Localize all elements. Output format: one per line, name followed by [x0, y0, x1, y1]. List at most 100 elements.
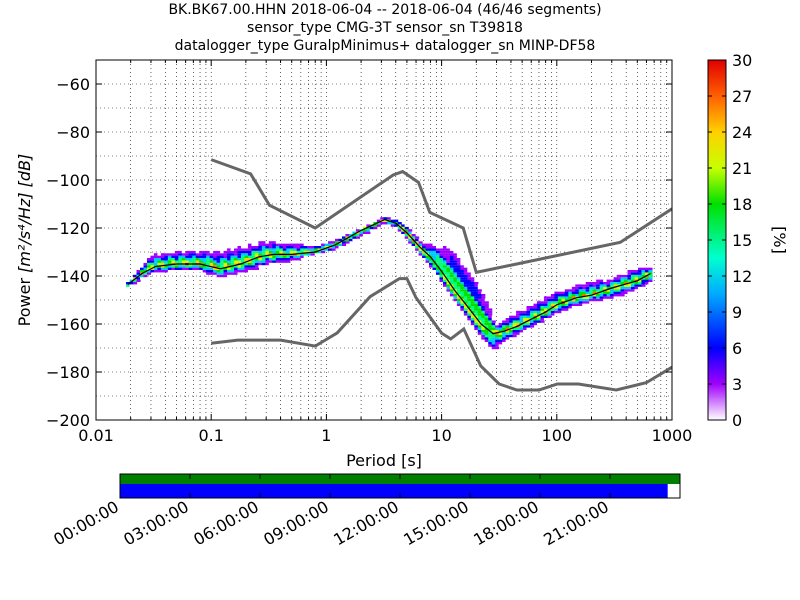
psd-cell — [453, 255, 458, 258]
psd-cell — [620, 289, 625, 292]
psd-cell — [456, 284, 461, 287]
new-high-noise-model-line — [210, 158, 672, 275]
psd-cell — [519, 315, 524, 318]
psd-cell — [240, 246, 246, 249]
psd-cell — [261, 260, 266, 263]
psd-cell — [150, 255, 155, 258]
psd-cell — [307, 243, 312, 246]
psd-cell — [453, 279, 458, 282]
psd-cell — [627, 284, 632, 287]
psd-cell — [456, 291, 461, 294]
psd-cell — [481, 301, 486, 304]
psd-cell — [268, 255, 273, 258]
psd-cell — [185, 255, 190, 258]
psd-cell — [526, 325, 531, 328]
psd-cell — [435, 272, 441, 275]
psd-cell — [523, 310, 528, 314]
psd-cell — [453, 272, 458, 275]
psd-cell — [286, 243, 291, 246]
psd-cell — [234, 248, 239, 251]
psd-cell — [530, 325, 535, 328]
psd-cell — [300, 250, 305, 254]
psd-cell — [435, 243, 441, 246]
x-ticks: 0.01 0.1 1 10 100 1000 — [78, 60, 692, 445]
psd-cell — [195, 265, 200, 268]
psd-cell — [470, 313, 475, 316]
psd-cell — [561, 310, 566, 314]
psd-cell — [624, 291, 629, 294]
psd-cell — [467, 282, 472, 285]
psd-cell — [442, 270, 448, 273]
psd-cell — [530, 313, 535, 316]
psd-cell — [199, 248, 204, 251]
psd-cell — [536, 318, 542, 321]
psd-cell — [220, 272, 225, 275]
psd-cell — [435, 255, 441, 258]
psd-cell — [554, 313, 559, 316]
psd-cell — [557, 294, 562, 297]
psd-cell — [317, 248, 322, 251]
psd-cell — [536, 315, 542, 318]
psd-cell — [234, 246, 239, 249]
psd-cell — [140, 274, 145, 278]
psd-cell — [484, 306, 489, 309]
psd-cell — [331, 241, 336, 244]
psd-cell — [460, 289, 465, 292]
psd-cell — [167, 270, 172, 273]
psd-cell — [411, 231, 416, 234]
psd-cell — [477, 325, 482, 328]
psd-cell — [164, 267, 169, 270]
psd-cell — [261, 248, 266, 251]
psd-cell — [126, 284, 131, 287]
psd-cell — [578, 294, 583, 297]
psd-cell — [474, 277, 479, 280]
psd-cell — [307, 253, 312, 256]
psd-cell — [261, 262, 266, 266]
psd-cell — [484, 342, 489, 345]
psd-cell — [268, 246, 273, 249]
psd-cell — [206, 272, 211, 275]
psd-cell — [442, 243, 448, 246]
psd-cell — [512, 332, 517, 335]
psd-cell — [171, 270, 176, 273]
chart-title-line-2: sensor_type CMG-3T sensor_sn T39818 — [247, 20, 523, 36]
psd-cell — [519, 325, 524, 328]
psd-cell — [335, 243, 340, 246]
psd-cell — [481, 322, 486, 326]
psd-cell — [603, 284, 608, 287]
psd-cell — [460, 294, 465, 297]
psd-cell — [442, 265, 448, 268]
psd-cell — [592, 284, 597, 287]
psd-cell — [199, 255, 204, 258]
psd-cell — [237, 270, 242, 273]
colorbar-tick-label: 24 — [732, 123, 752, 142]
psd-cell — [404, 236, 409, 239]
psd-cell — [641, 267, 646, 270]
timeline-tick-label: 00:00:00 — [50, 497, 122, 549]
psd-cell — [547, 315, 552, 318]
psd-cell — [223, 265, 228, 268]
psd-cell — [216, 260, 221, 263]
psd-cell — [578, 296, 583, 299]
psd-cell — [512, 315, 517, 318]
psd-cell — [415, 238, 420, 242]
psd-cell — [526, 318, 531, 321]
psd-cell — [442, 255, 448, 258]
psd-cell — [498, 320, 503, 323]
psd-cell — [261, 246, 266, 249]
psd-cell — [206, 260, 211, 263]
psd-cell — [317, 250, 322, 254]
psd-cell — [470, 294, 475, 297]
psd-cell — [456, 286, 461, 290]
psd-cell — [143, 267, 148, 270]
psd-cell — [296, 253, 301, 256]
psd-cell — [261, 253, 266, 256]
psd-cell — [446, 274, 451, 278]
psd-cell — [644, 272, 650, 275]
psd-cell — [488, 342, 493, 345]
psd-cell — [536, 308, 542, 311]
psd-cell — [303, 246, 308, 249]
psd-cell — [540, 318, 545, 321]
psd-cell — [641, 270, 646, 273]
psd-cell — [380, 222, 385, 225]
